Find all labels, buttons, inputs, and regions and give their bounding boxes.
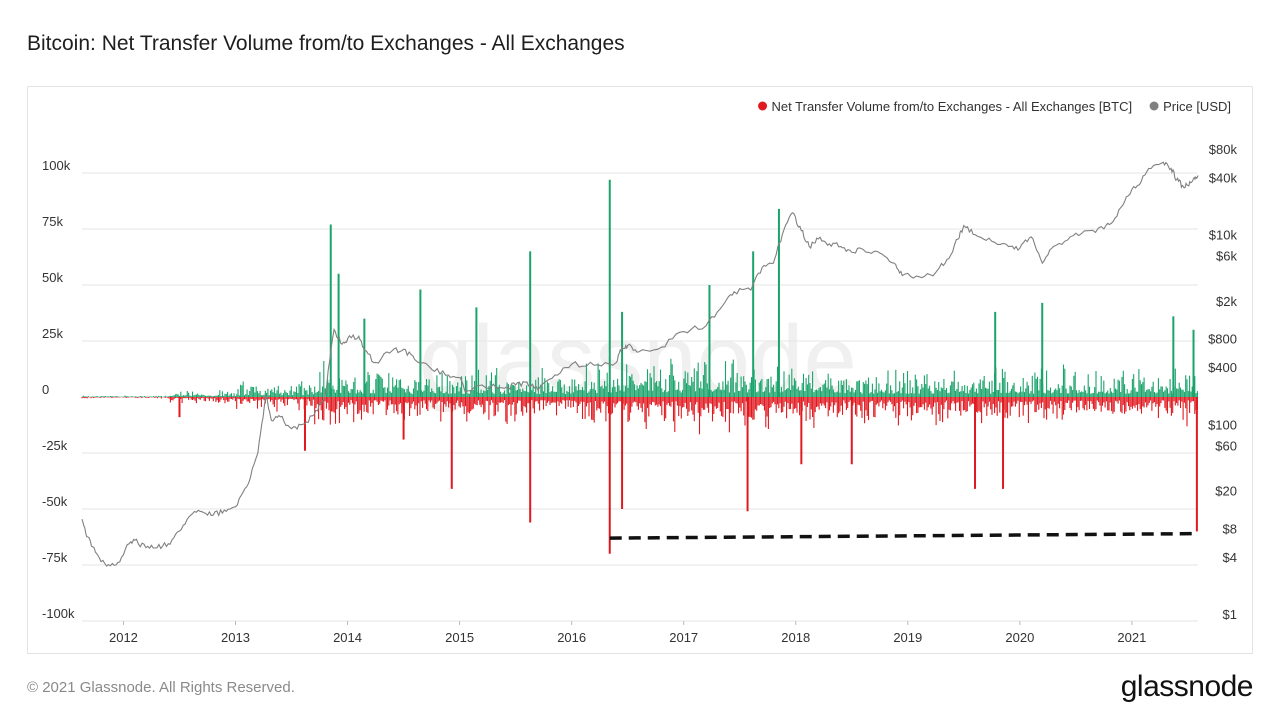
- y-right-tick-label: $40k: [1209, 171, 1238, 186]
- y-right-tick-label: $60: [1215, 438, 1237, 453]
- x-tick-label: 2020: [1005, 630, 1034, 645]
- annotation-dashed-line: [609, 531, 1197, 540]
- y-right-tick-label: $2k: [1216, 294, 1237, 309]
- footer-copyright: © 2021 Glassnode. All Rights Reserved.: [27, 679, 295, 696]
- y-left-ticks: 100k 75k 50k 25k 0 -25k -50k -75k -100k: [42, 158, 75, 621]
- y-left-tick-label: 100k: [42, 158, 71, 173]
- price-line: [81, 161, 1199, 567]
- x-tick-label: 2013: [221, 630, 250, 645]
- y-right-ticks: $80k $40k $10k $6k $2k $800 $400 $100 $60 $20 $8 $4…: [1208, 142, 1237, 622]
- grid-lines: [82, 172, 1198, 622]
- price-path: [81, 161, 1199, 567]
- x-tick-label: 2016: [557, 630, 586, 645]
- y-right-tick-label: $10k: [1209, 228, 1238, 243]
- chart-svg: glassnode 2012 2013 2014 2015 2016 2017 2018 20…: [42, 99, 1237, 645]
- x-tick-label: 2019: [893, 630, 922, 645]
- y-right-tick-label: $1: [1223, 607, 1237, 622]
- x-axis-ticks: 2012 2013 2014 2015 2016 2017 2018 2019 2020 2021: [109, 621, 1146, 645]
- annotation-line: [609, 531, 1197, 540]
- y-right-tick-label: $400: [1208, 360, 1237, 375]
- x-tick-label: 2017: [669, 630, 698, 645]
- legend-dot-price: [1149, 101, 1159, 111]
- x-tick-label: 2015: [445, 630, 474, 645]
- x-tick-label: 2018: [781, 630, 810, 645]
- legend-label-price: Price [USD]: [1163, 99, 1231, 114]
- y-left-tick-label: 25k: [42, 326, 63, 341]
- y-left-tick-label: -100k: [42, 606, 75, 621]
- legend: Price [USD] Net Transfer Volume from/to E…: [758, 99, 1231, 114]
- y-right-tick-label: $8: [1223, 521, 1237, 536]
- y-right-tick-label: $800: [1208, 332, 1237, 347]
- legend-label-net-transfer: Net Transfer Volume from/to Exchanges - …: [772, 99, 1133, 114]
- y-left-tick-label: -75k: [42, 550, 68, 565]
- glassnode-logo: glassnode: [1120, 670, 1254, 703]
- y-left-tick-label: 75k: [42, 214, 63, 229]
- x-tick-label: 2021: [1117, 630, 1146, 645]
- net-flow-bars: [81, 179, 1198, 554]
- y-right-tick-label: $80k: [1209, 142, 1238, 157]
- y-right-tick-label: $6k: [1216, 249, 1237, 264]
- y-left-tick-label: -25k: [42, 438, 68, 453]
- y-left-tick-label: 50k: [42, 270, 63, 285]
- x-tick-label: 2014: [333, 630, 362, 645]
- y-right-tick-label: $4: [1223, 550, 1237, 565]
- x-tick-label: 2012: [109, 630, 138, 645]
- y-right-tick-label: $100: [1208, 417, 1237, 432]
- chart-frame: glassnode 2012 2013 2014 2015 2016 2017 2018 20…: [27, 86, 1253, 654]
- y-right-tick-label: $20: [1215, 484, 1237, 499]
- y-left-tick-label: -50k: [42, 494, 68, 509]
- legend-dot-net-transfer: [758, 101, 768, 111]
- page-title: Bitcoin: Net Transfer Volume from/to Exc…: [27, 32, 625, 55]
- y-left-tick-label: 0: [42, 382, 49, 397]
